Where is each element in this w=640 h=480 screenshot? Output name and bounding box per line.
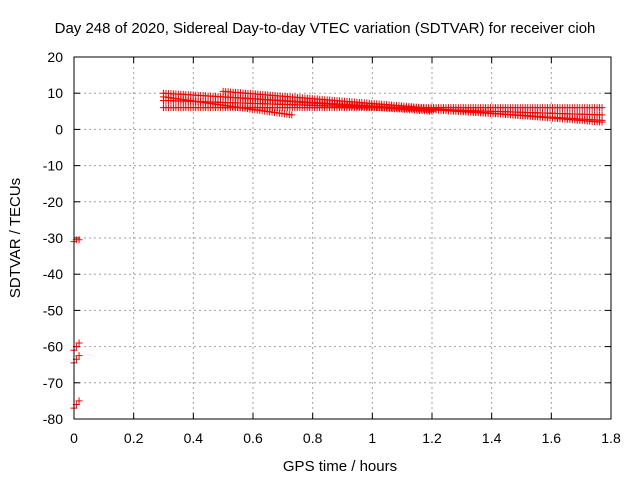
gridlines <box>74 57 611 419</box>
x-tick-label: 1 <box>368 430 376 446</box>
y-tick-labels: 20 10 0 -10 -20 -30 -40 -50 -60 -70 -80 <box>43 49 63 427</box>
data-point <box>598 104 606 112</box>
chart-title: Day 248 of 2020, Sidereal Day-to-day VTE… <box>55 20 596 37</box>
y-tick-label: -40 <box>43 266 63 282</box>
x-axis-label: GPS time / hours <box>283 458 397 475</box>
x-tick-label: 1.4 <box>482 430 502 446</box>
x-tick-label: 0.4 <box>184 430 204 446</box>
data-point <box>428 107 436 115</box>
y-tick-label: -30 <box>43 230 63 246</box>
x-tick-label: 1.6 <box>542 430 562 446</box>
y-tick-label: -50 <box>43 302 63 318</box>
data-point <box>598 111 606 119</box>
x-tick-label: 0.8 <box>303 430 323 446</box>
y-tick-label: -60 <box>43 339 63 355</box>
data-point <box>598 118 606 126</box>
y-tick-label: -80 <box>43 411 63 427</box>
x-tick-label: 0.2 <box>124 430 144 446</box>
outlier-point <box>75 352 83 360</box>
outlier-point <box>75 236 83 244</box>
y-tick-label: -70 <box>43 375 63 391</box>
x-tick-label: 1.8 <box>601 430 621 446</box>
outlier-point <box>75 339 83 347</box>
y-tick-label: 0 <box>55 121 63 137</box>
x-tick-label: 0 <box>70 430 78 446</box>
plot-frame <box>73 56 612 420</box>
outlier-point <box>75 397 83 405</box>
y-tick-label: 10 <box>47 85 63 101</box>
data-point <box>288 111 296 119</box>
x-tick-label: 0.6 <box>243 430 263 446</box>
y-tick-label: -20 <box>43 194 63 210</box>
data-points <box>70 87 606 412</box>
y-axis-label: SDTVAR / TECUs <box>7 178 24 298</box>
y-tick-label: 20 <box>47 49 63 65</box>
x-tick-labels: 0 0.2 0.4 0.6 0.8 1 1.2 1.4 1.6 1.8 <box>70 430 621 446</box>
x-tick-label: 1.2 <box>422 430 442 446</box>
y-tick-label: -10 <box>43 158 63 174</box>
